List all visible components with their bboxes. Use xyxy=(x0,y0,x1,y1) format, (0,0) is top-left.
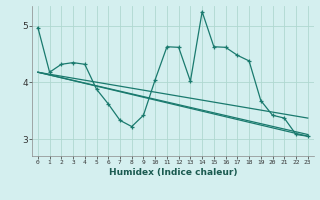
X-axis label: Humidex (Indice chaleur): Humidex (Indice chaleur) xyxy=(108,168,237,177)
